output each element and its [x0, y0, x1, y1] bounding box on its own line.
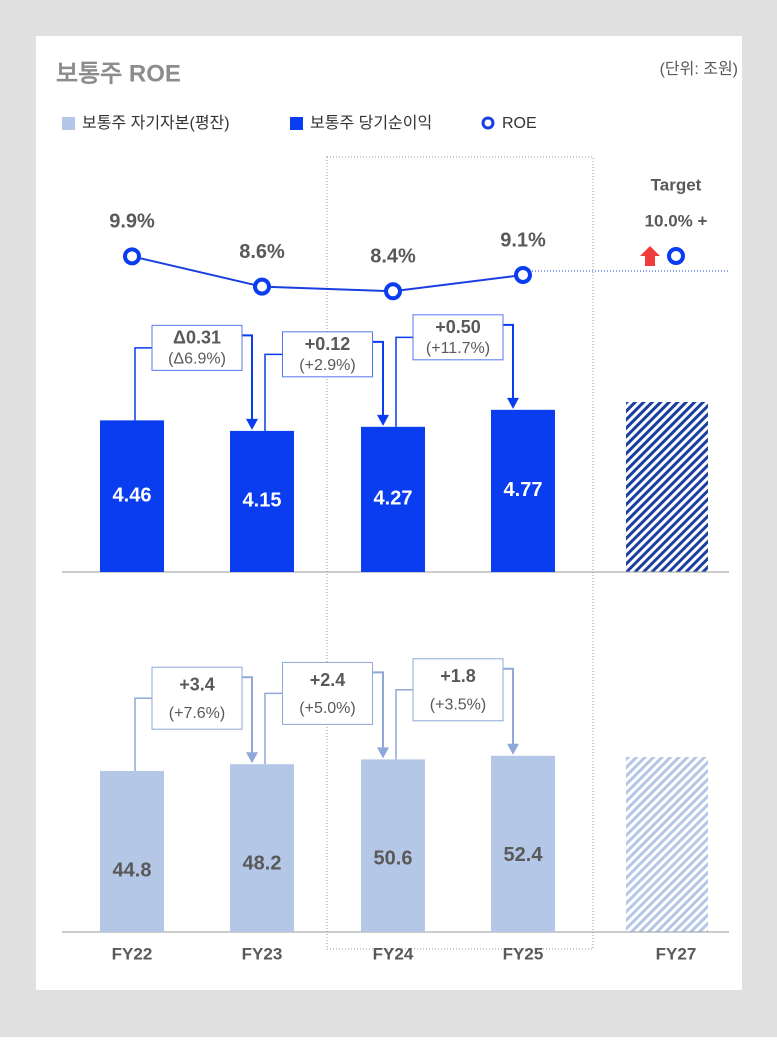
roe-marker: [514, 265, 532, 284]
bar: [230, 430, 294, 572]
change-label: +0.50: [435, 317, 481, 337]
change-box: [282, 661, 373, 725]
change-label: +0.12: [305, 334, 351, 354]
change-label: +1.8: [440, 666, 476, 686]
up-arrow: [640, 246, 660, 266]
change-pct: (+7.6%): [169, 705, 225, 722]
change-label: +3.4: [179, 675, 215, 695]
change-box: [282, 331, 373, 378]
data-label: 9.9%: [109, 211, 155, 233]
bar: [100, 420, 164, 572]
change-label: Δ0.31: [173, 328, 221, 348]
arrowhead: [507, 397, 519, 409]
change-pct: (+5.0%): [299, 700, 355, 717]
change-box: [412, 314, 504, 361]
target-bar: [626, 402, 708, 572]
target-title: Target: [651, 175, 702, 194]
connector: [372, 340, 384, 417]
data-label: 4.46: [113, 484, 152, 506]
highlight-box: [326, 156, 594, 950]
arrowhead: [377, 414, 389, 426]
arrowhead: [507, 743, 519, 755]
arrowhead: [246, 418, 258, 430]
connector: [264, 692, 283, 765]
change-pct: (+11.7%): [426, 340, 490, 357]
change-box: [412, 658, 504, 722]
target-marker: [667, 247, 685, 265]
connector: [134, 347, 152, 421]
legend-marker: [62, 117, 75, 130]
connector: [503, 667, 514, 746]
legend-label: ROE: [502, 115, 537, 132]
connector: [242, 334, 253, 421]
connector: [372, 671, 384, 750]
title: 보통주 ROE: [56, 60, 181, 87]
roe-marker: [123, 247, 141, 266]
data-label: 48.2: [243, 852, 282, 874]
change-pct: (Δ6.9%): [168, 350, 226, 367]
x-tick-label: FY23: [242, 944, 283, 963]
bar: [230, 764, 294, 932]
change-box: [151, 666, 243, 730]
change-pct: (+2.9%): [299, 357, 355, 374]
x-tick-label: FY27: [656, 944, 697, 963]
data-label: 50.6: [374, 848, 413, 870]
data-label: 52.4: [504, 844, 544, 866]
connector: [395, 689, 413, 760]
data-label: 4.27: [374, 488, 413, 510]
legend-label: 보통주 당기순이익: [310, 114, 432, 132]
change-label: +2.4: [310, 670, 346, 690]
unit: (단위: 조원): [660, 60, 738, 78]
data-label: 9.1%: [500, 229, 546, 251]
change-box: [151, 324, 243, 371]
connector: [134, 697, 152, 771]
arrowhead: [246, 752, 258, 764]
change-pct: (+3.5%): [430, 697, 486, 714]
data-label: 8.6%: [239, 241, 285, 263]
bar: [491, 755, 555, 932]
bar: [100, 771, 164, 932]
legend-marker: [290, 117, 303, 130]
data-label: 8.4%: [370, 246, 416, 268]
roe-marker: [384, 282, 402, 301]
data-label: 4.15: [243, 490, 282, 512]
data-label: 4.77: [504, 479, 543, 501]
target-bar: [626, 757, 708, 932]
bar: [491, 409, 555, 572]
legend-label: 보통주 자기자본(평잔): [82, 114, 230, 132]
connector: [242, 676, 253, 755]
connector: [264, 353, 283, 431]
x-tick-label: FY22: [112, 944, 153, 963]
connector: [395, 336, 413, 427]
x-tick-label: FY25: [503, 944, 544, 963]
roe-line: [131, 255, 524, 293]
connector: [503, 323, 514, 400]
data-label: 44.8: [113, 859, 152, 881]
legend-marker: [481, 116, 495, 130]
roe-marker: [253, 277, 271, 296]
arrowhead: [377, 747, 389, 759]
x-tick-label: FY24: [373, 944, 414, 963]
bar: [361, 759, 425, 932]
target-label: 10.0% +: [645, 211, 708, 230]
bar: [361, 426, 425, 572]
